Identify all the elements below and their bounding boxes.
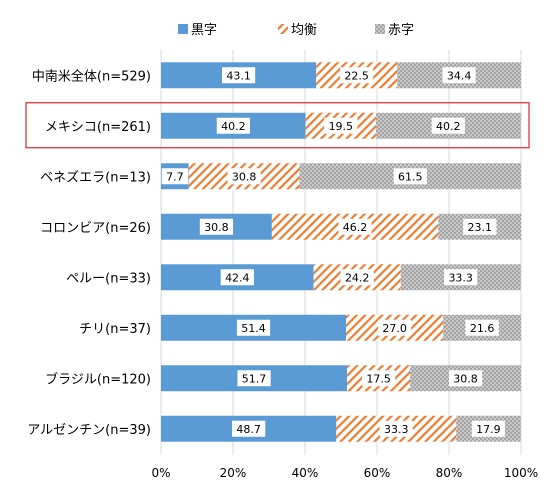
x-axis-ticks: 0% 20% 40% 60% 80% 100% [151,466,538,480]
data-label: 34.4 [447,69,472,82]
legend: 黒字 均衡 赤字 [178,23,414,38]
data-label-box [444,269,478,286]
data-label-box [237,370,271,387]
data-label: 33.3 [448,271,473,284]
bars [161,62,522,442]
data-label: 21.6 [470,322,495,335]
data-label: 42.4 [225,271,250,284]
data-label-box [471,420,506,437]
data-label-box [221,67,256,84]
legend-swatch [278,24,288,34]
x-tick-label: 60% [364,466,391,480]
data-label-box [340,67,374,84]
category-labels: 中南米全体(n=529) メキシコ(n=261) ベネズエラ(n=13) コロンビア(… [27,68,151,438]
data-label: 19.5 [329,120,354,133]
data-label: 40.2 [221,120,246,133]
data-label-box [393,168,427,185]
data-label-box [338,218,372,235]
data-label: 30.8 [453,372,478,385]
data-label-box [379,420,413,437]
x-tick-label: 20% [220,466,247,480]
x-tick-label: 40% [292,466,319,480]
data-label-box [448,370,483,387]
data-label: 24.2 [345,271,370,284]
data-label: 61.5 [398,170,423,183]
highlight-box [25,102,530,149]
data-label-box [199,218,234,235]
data-label: 7.7 [166,170,184,183]
legend-label: 黒字 [191,23,217,38]
category-label: アルゼンチン(n=39) [27,423,151,438]
data-label-box [216,117,250,134]
data-label: 27.0 [382,322,407,335]
data-label: 51.7 [242,372,267,385]
data-label: 23.1 [468,221,493,234]
data-label-box [340,269,374,286]
category-label: チリ(n=37) [79,322,151,337]
value-labels: 43.1 22.5 34.4 40.2 19.5 40.2 7.7 30.8 61.5 30.8 4… [161,67,506,437]
category-label: メキシコ(n=261) [45,120,151,135]
data-label: 30.8 [232,170,257,183]
category-label: 中南米全体(n=529) [32,68,151,84]
data-label: 30.8 [204,221,229,234]
data-label-box [220,269,254,286]
data-label: 22.5 [344,69,369,82]
data-label: 17.9 [476,423,501,436]
gridlines [160,50,522,455]
legend-label: 均衡 [291,23,317,38]
data-label-box [227,168,261,185]
category-label: ペルー(n=33) [66,271,151,286]
highlight-box [25,102,530,149]
x-tick-label: 80% [436,466,463,480]
data-label-box [465,319,499,336]
legend-label: 赤字 [388,23,414,38]
category-label: ベネズエラ(n=13) [40,169,151,185]
data-label: 51.4 [241,322,266,335]
data-label-box [431,117,465,134]
data-label: 33.3 [384,423,409,436]
data-label: 43.1 [226,69,251,82]
legend-swatch [178,24,188,34]
x-tick-label: 100% [504,466,538,480]
category-label: ブラジル(n=120) [45,371,151,387]
data-label-box [442,67,476,84]
legend-swatch [375,24,385,34]
data-label-box [362,370,396,387]
x-tick-label: 0% [151,466,170,480]
data-label-box [324,117,358,134]
data-label-box [236,319,271,336]
data-label-box [463,218,497,235]
data-label-box [232,420,266,437]
data-label: 40.2 [436,120,461,133]
category-label: コロンビア(n=26) [40,221,151,236]
data-label: 48.7 [236,423,261,436]
data-label: 17.5 [366,372,391,385]
data-label-box [161,168,189,185]
data-label-box [378,319,412,336]
data-label: 46.2 [343,221,368,234]
